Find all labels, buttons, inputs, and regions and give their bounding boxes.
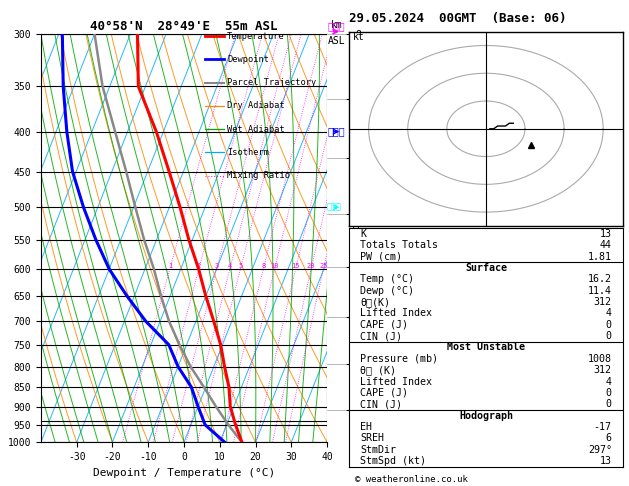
Text: 4: 4 <box>228 263 232 269</box>
Text: θᴄ (K): θᴄ (K) <box>360 365 396 375</box>
Text: StmSpd (kt): StmSpd (kt) <box>360 456 426 466</box>
Text: ℑℑℑ: ℑℑℑ <box>327 21 345 32</box>
Text: 312: 312 <box>594 297 612 307</box>
Text: 1: 1 <box>168 263 172 269</box>
Text: 0: 0 <box>606 399 612 409</box>
Text: StmDir: StmDir <box>360 445 396 454</box>
Text: 0: 0 <box>606 331 612 341</box>
Text: 0: 0 <box>606 320 612 330</box>
Text: 8: 8 <box>261 263 265 269</box>
Text: Lifted Index: Lifted Index <box>360 377 432 386</box>
Text: 1008: 1008 <box>587 354 612 364</box>
Text: Isotherm: Isotherm <box>227 148 269 157</box>
Text: PW (cm): PW (cm) <box>360 252 402 262</box>
Title: 40°58'N  28°49'E  55m ASL: 40°58'N 28°49'E 55m ASL <box>90 20 278 33</box>
Text: Lifted Index: Lifted Index <box>360 309 432 318</box>
Text: 20: 20 <box>307 263 315 269</box>
Text: 1.81: 1.81 <box>587 252 612 262</box>
Text: 312: 312 <box>594 365 612 375</box>
Text: Most Unstable: Most Unstable <box>447 343 525 352</box>
Text: 10: 10 <box>270 263 279 269</box>
Text: 6: 6 <box>606 433 612 443</box>
Text: Surface: Surface <box>465 263 507 273</box>
Text: CIN (J): CIN (J) <box>360 331 402 341</box>
Text: Temperature: Temperature <box>227 32 285 40</box>
Text: K: K <box>360 229 366 239</box>
Text: kt: kt <box>353 32 365 42</box>
Text: EH: EH <box>360 422 372 432</box>
Text: 11.4: 11.4 <box>587 286 612 296</box>
Text: Parcel Trajectory: Parcel Trajectory <box>227 78 316 87</box>
Text: 44: 44 <box>600 241 612 250</box>
Text: 4: 4 <box>606 377 612 386</box>
Text: Wet Adiabat: Wet Adiabat <box>227 124 285 134</box>
Text: Dewpoint: Dewpoint <box>227 55 269 64</box>
Text: 297°: 297° <box>587 445 612 454</box>
Text: -17: -17 <box>594 422 612 432</box>
Text: 25: 25 <box>319 263 328 269</box>
Text: CIN (J): CIN (J) <box>360 399 402 409</box>
Text: ℑℑℑ: ℑℑℑ <box>327 203 342 212</box>
Text: Pressure (mb): Pressure (mb) <box>360 354 438 364</box>
Text: ℑℑℑ: ℑℑℑ <box>327 126 345 137</box>
Text: Totals Totals: Totals Totals <box>360 241 438 250</box>
Text: CAPE (J): CAPE (J) <box>360 320 408 330</box>
Text: Mixing Ratio (g/kg): Mixing Ratio (g/kg) <box>352 182 362 294</box>
Text: θᴄ(K): θᴄ(K) <box>360 297 390 307</box>
Text: SREH: SREH <box>360 433 384 443</box>
Text: Dry Adiabat: Dry Adiabat <box>227 102 285 110</box>
Text: km: km <box>331 20 342 30</box>
Text: CAPE (J): CAPE (J) <box>360 388 408 398</box>
Text: 13: 13 <box>600 456 612 466</box>
Text: 3: 3 <box>214 263 219 269</box>
Text: 29.05.2024  00GMT  (Base: 06): 29.05.2024 00GMT (Base: 06) <box>349 12 567 25</box>
Text: 15: 15 <box>291 263 300 269</box>
X-axis label: Dewpoint / Temperature (°C): Dewpoint / Temperature (°C) <box>93 468 275 478</box>
Text: Mixing Ratio: Mixing Ratio <box>227 171 290 180</box>
Text: 4: 4 <box>606 309 612 318</box>
Text: Temp (°C): Temp (°C) <box>360 275 414 284</box>
Text: © weatheronline.co.uk: © weatheronline.co.uk <box>355 474 468 484</box>
Text: 13: 13 <box>600 229 612 239</box>
Text: 5: 5 <box>238 263 243 269</box>
Text: Dewp (°C): Dewp (°C) <box>360 286 414 296</box>
Text: 0: 0 <box>606 388 612 398</box>
Text: 2: 2 <box>197 263 201 269</box>
Text: ASL: ASL <box>328 36 345 46</box>
Text: 16.2: 16.2 <box>587 275 612 284</box>
Text: Hodograph: Hodograph <box>459 411 513 420</box>
Y-axis label: hPa: hPa <box>0 228 2 248</box>
